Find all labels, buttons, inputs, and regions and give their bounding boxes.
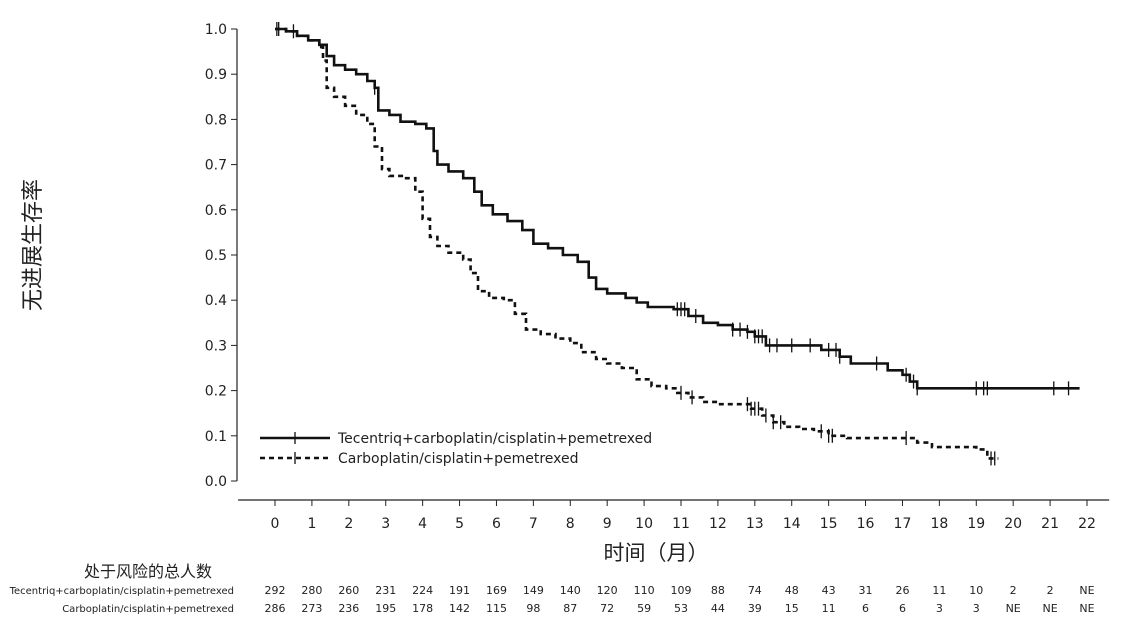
risk-cell: 280 (301, 584, 322, 597)
y-tick-label: 0.3 (205, 338, 227, 354)
risk-cell: NE (1006, 602, 1021, 615)
risk-cell: 74 (748, 584, 762, 597)
risk-cell: 236 (338, 602, 359, 615)
y-tick-label: 0.7 (205, 158, 227, 174)
x-axis-title: 时间（月） (604, 541, 709, 565)
y-tick-label: 0.2 (205, 384, 227, 400)
risk-cell: 110 (634, 584, 655, 597)
y-tick-label: 0.1 (205, 429, 227, 445)
risk-cell: 195 (375, 602, 396, 615)
risk-cell: 2 (1010, 584, 1017, 597)
y-tick-label: 0.0 (205, 474, 227, 490)
risk-cell: 273 (301, 602, 322, 615)
y-tick-label: 0.4 (205, 293, 227, 309)
risk-cell: NE (1042, 602, 1057, 615)
x-tick-label: 17 (894, 516, 912, 532)
y-tick-label: 1.0 (205, 22, 227, 38)
x-tick-label: 8 (566, 516, 575, 532)
x-tick-label: 2 (344, 516, 353, 532)
risk-cell: 115 (486, 602, 507, 615)
risk-cell: 43 (822, 584, 836, 597)
risk-cell: 224 (412, 584, 433, 597)
risk-cell: 87 (563, 602, 577, 615)
y-tick-label: 0.6 (205, 203, 227, 219)
risk-cell: 26 (895, 584, 909, 597)
risk-table-title: 处于风险的总人数 (84, 562, 212, 581)
risk-row-label: Tecentriq+carboplatin/cisplatin+pemetrex… (9, 586, 234, 597)
x-tick-label: 6 (492, 516, 501, 532)
x-axis: 0 1 2 3 4 5 6 7 8 9 10 11 12 13 14 15 16 17 18 19 20 21 22 (238, 499, 1110, 532)
risk-cell: 149 (523, 584, 544, 597)
x-tick-label: 4 (418, 516, 427, 532)
y-axis-title: 无进展生存率 (21, 179, 46, 311)
risk-table: Tecentriq+carboplatin/cisplatin+pemetrex… (9, 584, 1095, 615)
x-tick-label: 22 (1078, 516, 1096, 532)
risk-cell: 231 (375, 584, 396, 597)
x-tick-label: 18 (930, 516, 948, 532)
risk-cell: 260 (338, 584, 359, 597)
risk-cell: 59 (637, 602, 651, 615)
risk-cell: 6 (862, 602, 869, 615)
x-tick-label: 3 (381, 516, 390, 532)
y-tick-label: 0.8 (205, 112, 227, 128)
risk-cell: 142 (449, 602, 470, 615)
risk-cell: 2 (1047, 584, 1054, 597)
risk-cell: 88 (711, 584, 725, 597)
y-axis: 0.0 0.1 0.2 0.3 0.4 0.5 0.6 0.7 0.8 0.9 1.0 (205, 22, 238, 490)
x-tick-label: 21 (1041, 516, 1059, 532)
x-tick-label: 10 (635, 516, 653, 532)
risk-cell: 120 (597, 584, 618, 597)
x-tick-label: 1 (307, 516, 316, 532)
x-tick-label: 14 (783, 516, 801, 532)
x-tick-label: 19 (967, 516, 985, 532)
x-tick-label: 9 (603, 516, 612, 532)
legend-label: Tecentriq+carboplatin/cisplatin+pemetrex… (337, 431, 652, 447)
legend-label: Carboplatin/cisplatin+pemetrexed (338, 451, 579, 467)
risk-cell: 48 (785, 584, 799, 597)
risk-cell: 3 (973, 602, 980, 615)
risk-cell: 72 (600, 602, 614, 615)
x-tick-label: 0 (271, 516, 280, 532)
risk-cell: 15 (785, 602, 799, 615)
risk-cell: 11 (822, 602, 836, 615)
risk-cell: 10 (969, 584, 983, 597)
legend: Tecentriq+carboplatin/cisplatin+pemetrex… (260, 431, 652, 467)
x-tick-label: 5 (455, 516, 464, 532)
series-layer (275, 22, 1080, 466)
y-tick-label: 0.5 (205, 248, 227, 264)
risk-cell: 109 (671, 584, 692, 597)
risk-cell: NE (1079, 584, 1094, 597)
risk-cell: 11 (932, 584, 946, 597)
risk-cell: 31 (859, 584, 873, 597)
series-line-2 (275, 27, 999, 460)
risk-cell: 178 (412, 602, 433, 615)
risk-cell: 53 (674, 602, 688, 615)
risk-row-label: Carboplatin/cisplatin+pemetrexed (62, 604, 234, 615)
risk-cell: 98 (526, 602, 540, 615)
x-tick-label: 7 (529, 516, 538, 532)
x-tick-label: 12 (709, 516, 727, 532)
x-tick-label: 15 (820, 516, 838, 532)
risk-cell: NE (1079, 602, 1094, 615)
risk-cell: 191 (449, 584, 470, 597)
x-tick-label: 13 (746, 516, 764, 532)
x-tick-label: 20 (1004, 516, 1022, 532)
risk-cell: 6 (899, 602, 906, 615)
series-line-1 (275, 27, 1080, 390)
risk-cell: 292 (265, 584, 286, 597)
x-tick-label: 11 (672, 516, 690, 532)
x-tick-label: 16 (857, 516, 875, 532)
risk-cell: 286 (265, 602, 286, 615)
risk-cell: 140 (560, 584, 581, 597)
risk-cell: 3 (936, 602, 943, 615)
y-tick-label: 0.9 (205, 67, 227, 83)
risk-cell: 44 (711, 602, 725, 615)
risk-cell: 169 (486, 584, 507, 597)
risk-cell: 39 (748, 602, 762, 615)
